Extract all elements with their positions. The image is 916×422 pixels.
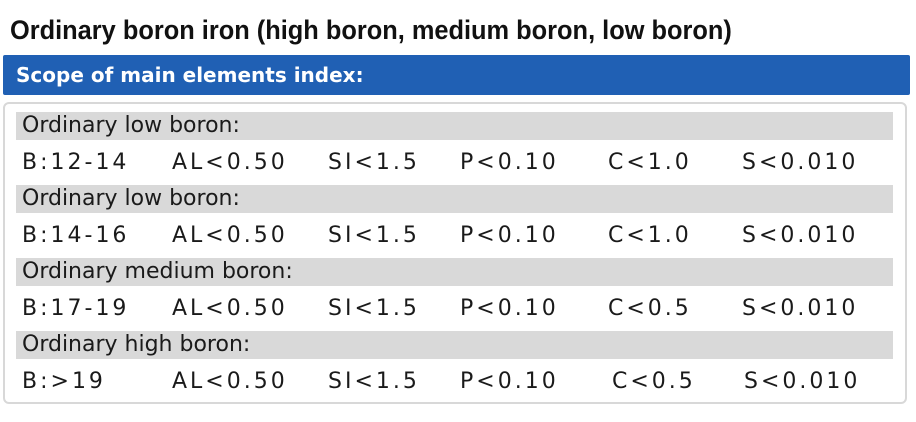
- silicon-limit: SI<1.5: [328, 296, 420, 321]
- section-header-bar: Scope of main elements index:: [3, 55, 910, 95]
- carbon-limit: C<0.5: [612, 369, 696, 394]
- carbon-limit: C<1.0: [608, 223, 692, 248]
- spec-row-2: B:14-16 AL<0.50 SI<1.5 P<0.10 C<1.0 S<0.…: [16, 213, 893, 258]
- aluminum-limit: AL<0.50: [172, 296, 288, 321]
- group-label-2: Ordinary low boron:: [16, 185, 893, 213]
- sulfur-limit: S<0.010: [744, 369, 861, 394]
- page-title: Ordinary boron iron (high boron, medium …: [10, 15, 732, 45]
- boron-range: B:12-14: [22, 150, 130, 175]
- spec-row-1: B:12-14 AL<0.50 SI<1.5 P<0.10 C<1.0 S<0.…: [16, 140, 893, 185]
- boron-range: B:14-16: [22, 223, 130, 248]
- aluminum-limit: AL<0.50: [172, 223, 288, 248]
- aluminum-limit: AL<0.50: [172, 369, 288, 394]
- boron-range: B:17-19: [22, 296, 130, 321]
- spec-row-4: B:>19 AL<0.50 SI<1.5 P<0.10 C<0.5 S<0.01…: [16, 359, 893, 402]
- spec-card: Ordinary low boron: B:12-14 AL<0.50 SI<1…: [3, 102, 907, 404]
- carbon-limit: C<1.0: [608, 150, 692, 175]
- phosphorus-limit: P<0.10: [460, 223, 559, 248]
- aluminum-limit: AL<0.50: [172, 150, 288, 175]
- sulfur-limit: S<0.010: [742, 296, 859, 321]
- phosphorus-limit: P<0.10: [460, 296, 559, 321]
- carbon-limit: C<0.5: [608, 296, 692, 321]
- sulfur-limit: S<0.010: [742, 150, 859, 175]
- group-label-1: Ordinary low boron:: [16, 112, 893, 140]
- group-label-4: Ordinary high boron:: [16, 331, 893, 359]
- spec-row-3: B:17-19 AL<0.50 SI<1.5 P<0.10 C<0.5 S<0.…: [16, 286, 893, 331]
- silicon-limit: SI<1.5: [328, 369, 420, 394]
- phosphorus-limit: P<0.10: [460, 369, 559, 394]
- section-header-text: Scope of main elements index:: [16, 63, 364, 87]
- silicon-limit: SI<1.5: [328, 150, 420, 175]
- silicon-limit: SI<1.5: [328, 223, 420, 248]
- group-label-3: Ordinary medium boron:: [16, 258, 893, 286]
- sulfur-limit: S<0.010: [742, 223, 859, 248]
- boron-range: B:>19: [22, 369, 106, 394]
- phosphorus-limit: P<0.10: [460, 150, 559, 175]
